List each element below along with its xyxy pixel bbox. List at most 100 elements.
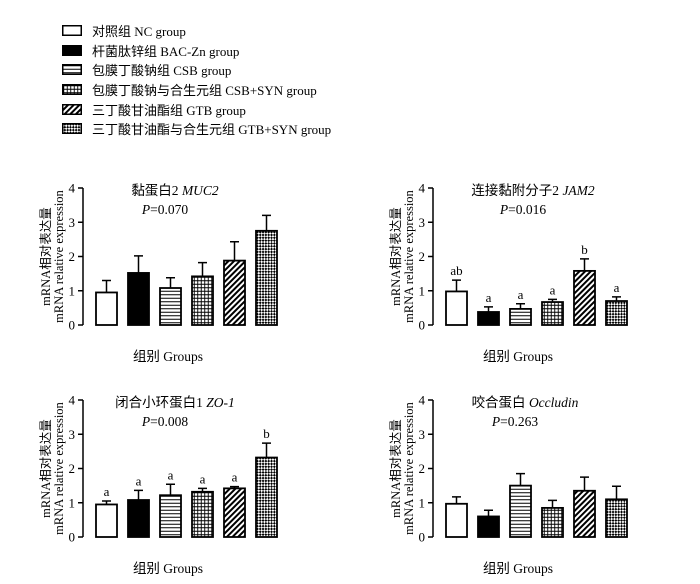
significance-letter: a	[136, 473, 142, 488]
error-bar	[452, 496, 461, 504]
significance-letter: a	[168, 467, 174, 482]
legend-item-bac-zn: 杆菌肽锌组 BAC-Zn group	[62, 41, 331, 61]
y-tick-label: 2	[69, 461, 76, 476]
bar	[573, 269, 596, 326]
error-bar	[134, 489, 143, 501]
x-axis-label: 组别 Groups	[483, 561, 553, 576]
significance-letter: ab	[450, 263, 462, 278]
legend-swatch-csb-syn	[62, 84, 82, 96]
bar	[445, 502, 468, 538]
chart-zo1: 0 1 2 3 4 mRNA相对表达量 mRNA relative expression 闭合…	[0, 372, 350, 584]
chart-title: 咬合蛋白 Occludin	[472, 394, 579, 410]
error-bar	[262, 214, 271, 231]
y-tick-label: 4	[69, 181, 76, 196]
legend-swatch-shape	[62, 64, 82, 76]
bar	[255, 456, 278, 538]
y-axis-label-en: mRNA relative expression	[52, 401, 66, 534]
y-tick-label: 4	[419, 393, 426, 408]
bar	[541, 301, 564, 326]
legend-swatch-csb	[62, 64, 82, 76]
y-tick-label: 0	[69, 530, 76, 545]
y-tick-label: 2	[419, 461, 426, 476]
y-axis-label-en: mRNA relative expression	[402, 401, 416, 534]
bar	[509, 484, 532, 538]
legend-item-nc: 对照组 NC group	[62, 21, 331, 41]
significance-letter: a	[486, 290, 492, 305]
y-axis-label-zh: mRNA相对表达量	[389, 419, 403, 518]
bar	[605, 498, 628, 538]
legend-swatch-shape	[62, 25, 82, 37]
chart-title: 黏蛋白2 MUC2	[131, 183, 219, 198]
y-tick-label: 3	[69, 215, 76, 230]
error-bar	[612, 485, 621, 500]
legend-swatch-shape	[62, 103, 82, 115]
bar	[191, 275, 214, 326]
significance-letter: a	[232, 470, 238, 485]
y-tick-label: 1	[419, 495, 426, 510]
bar	[541, 506, 564, 538]
y-tick-label: 1	[69, 495, 76, 510]
error-bar	[262, 442, 271, 458]
chart-title: 连接黏附分子2 JAM2	[471, 182, 595, 198]
legend-item-csb: 包膜丁酸钠组 CSB group	[62, 60, 331, 80]
chart-muc2: 0 1 2 3 4 mRNA相对表达量 mRNA relative expression 黏蛋…	[0, 160, 350, 372]
chart-svg-zo1: 0 1 2 3 4 mRNA相对表达量 mRNA relative expression 闭合…	[39, 393, 278, 576]
y-tick-label: 4	[419, 181, 426, 196]
y-tick-label: 0	[69, 318, 76, 333]
significance-letter: a	[518, 287, 524, 302]
legend: 对照组 NC group 杆菌肽锌组 BAC-Zn group 包膜丁酸钠组 C…	[62, 21, 331, 139]
bar	[127, 499, 150, 538]
bar	[95, 291, 118, 326]
bar	[477, 515, 500, 538]
bar	[605, 300, 628, 326]
error-bar	[134, 255, 143, 273]
y-tick-label: 2	[69, 249, 76, 264]
y-axis-label-zh: mRNA相对表达量	[39, 419, 53, 518]
error-bar	[548, 499, 557, 508]
error-bar	[102, 279, 111, 293]
error-bar	[516, 472, 525, 486]
y-tick-label: 0	[419, 530, 426, 545]
legend-item-gtb: 三丁酸甘油酯组 GTB group	[62, 99, 331, 119]
bar	[573, 489, 596, 538]
y-tick-label: 1	[419, 283, 426, 298]
legend-swatch-shape	[62, 84, 82, 96]
x-axis-label: 组别 Groups	[133, 561, 203, 576]
bar	[127, 272, 150, 326]
p-value-label: P=0.263	[491, 414, 538, 429]
legend-label-csb: 包膜丁酸钠组 CSB group	[92, 63, 232, 79]
bar	[159, 287, 182, 326]
legend-label-gtb-syn: 三丁酸甘油酯与合生元组 GTB+SYN group	[92, 122, 332, 138]
legend-label-nc: 对照组 NC group	[92, 24, 186, 40]
legend-swatch-shape	[62, 44, 82, 56]
legend-swatch-gtb	[62, 103, 82, 115]
error-bar	[166, 483, 175, 496]
p-value-label: P=0.008	[141, 414, 188, 429]
chart-svg-occludin: 0 1 2 3 4 mRNA相对表达量 mRNA relative expression 咬合…	[389, 393, 628, 576]
bar	[509, 308, 532, 326]
significance-letter: a	[614, 280, 620, 295]
bar	[445, 290, 468, 326]
legend-item-gtb-syn: 三丁酸甘油酯与合生元组 GTB+SYN group	[62, 119, 331, 139]
y-tick-label: 3	[69, 427, 76, 442]
y-tick-label: 3	[419, 427, 426, 442]
bar	[223, 487, 246, 538]
error-bar	[484, 509, 493, 517]
p-value-label: P=0.070	[141, 202, 188, 217]
y-tick-label: 4	[69, 393, 76, 408]
chart-svg-jam2: 0 1 2 3 4 mRNA相对表达量 mRNA relative expression 连接…	[389, 181, 628, 364]
error-bar	[166, 276, 175, 289]
legend-swatch-gtb-syn	[62, 123, 82, 135]
significance-letter: a	[550, 282, 556, 297]
bar	[95, 503, 118, 538]
chart-title: 闭合小环蛋白1 ZO-1	[115, 395, 235, 410]
error-bar	[452, 279, 461, 292]
x-axis-label: 组别 Groups	[483, 349, 553, 364]
error-bar	[230, 241, 239, 261]
significance-letter: b	[263, 426, 270, 441]
y-axis-label-zh: mRNA相对表达量	[39, 207, 53, 306]
x-axis-label: 组别 Groups	[133, 349, 203, 364]
error-bar	[580, 258, 589, 271]
significance-letter: b	[581, 242, 588, 257]
legend-label-gtb: 三丁酸甘油酯组 GTB group	[92, 102, 246, 118]
